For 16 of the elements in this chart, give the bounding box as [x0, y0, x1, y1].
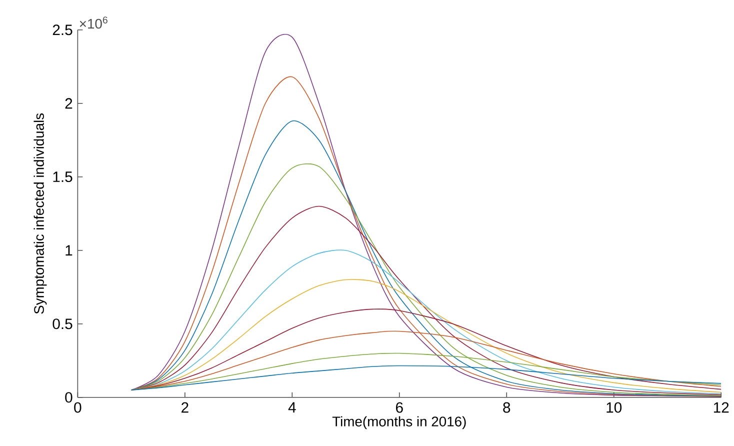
x-tick-label: 12 — [714, 402, 729, 413]
text: ×10$^{6}$ — [80, 16, 108, 29]
y-tick-label: 1.5 — [53, 172, 72, 182]
y-tick-label: 1 — [66, 245, 72, 256]
x-axis-title: Time(months in 2016) — [332, 416, 466, 430]
x-tick-label: 0 — [74, 402, 82, 413]
x-tick-label: 4 — [288, 402, 296, 412]
x-tick-label: 2 — [182, 402, 188, 413]
x-tick-label: 6 — [396, 402, 403, 413]
y-tick-label: 2.5 — [52, 24, 72, 36]
y-tick-label: 2 — [65, 98, 72, 108]
x-tick-label: 8 — [503, 402, 510, 413]
y-tick-label: 0 — [65, 392, 72, 403]
y-axis-title: Symptomatic infected individuals — [34, 113, 47, 314]
y-tick-label: 0.5 — [52, 318, 72, 330]
x-tick-label: 10 — [606, 402, 622, 413]
